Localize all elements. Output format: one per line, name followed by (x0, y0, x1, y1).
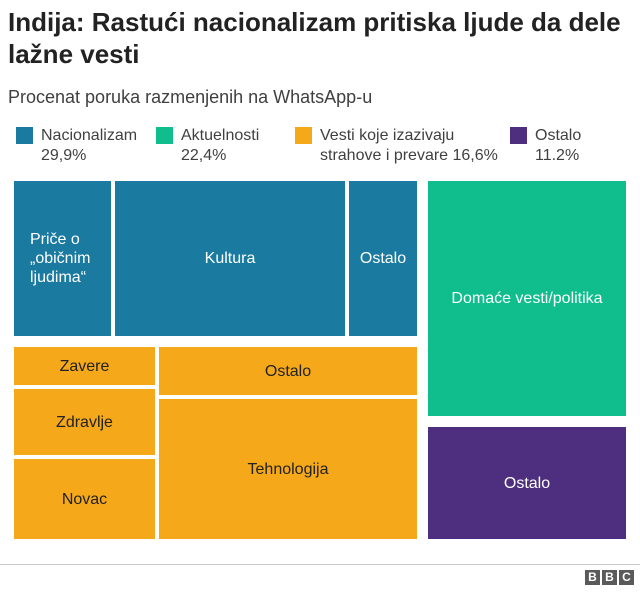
chart-title: Indija: Rastući nacionalizam pritiska lj… (8, 7, 621, 69)
legend-value: 22,4% (181, 147, 227, 164)
legend-swatch (510, 127, 527, 144)
treemap-tile-ostalo: Ostalo (349, 181, 417, 336)
footer-divider (0, 564, 640, 565)
treemap-tile-ostalo: Ostalo (428, 427, 626, 539)
treemap-tile-label: Priče o „običnim ljudima“ (30, 231, 91, 286)
legend-swatch (295, 127, 312, 144)
chart-subtitle: Procenat poruka razmenjenih na WhatsApp-… (8, 87, 373, 107)
treemap-tile-domace-vesti-politika: Domaće vesti/politika (428, 181, 626, 416)
treemap-tile-label: Zavere (59, 357, 110, 375)
treemap-tile-label: Ostalo (503, 474, 551, 492)
treemap-tile-kultura: Kultura (115, 181, 345, 336)
legend-swatch (16, 127, 33, 144)
treemap-tile-label: Domaće vesti/politika (451, 290, 603, 307)
treemap-tile-label: Tehnologija (247, 460, 329, 478)
treemap-tile-label: Kultura (204, 250, 256, 267)
legend-label: Ostalo (535, 127, 582, 144)
treemap-tile-label: Ostalo (359, 250, 407, 267)
legend-label: Aktuelnosti (181, 127, 260, 144)
bbc-logo: B B C (585, 570, 634, 585)
legend-label: Nacionalizam (41, 127, 138, 144)
bbc-logo-letter: B (602, 570, 617, 585)
legend-swatch (156, 127, 173, 144)
legend-value: 11.2% (535, 147, 580, 164)
legend-value: 29,9% (41, 147, 87, 164)
treemap-tile-ostalo: Ostalo (159, 347, 417, 395)
treemap-tile-price-o-obicnim-ljudima: Priče o „običnim ljudima“ (14, 181, 111, 336)
legend-value: strahove i prevare 16,6% (320, 147, 498, 164)
treemap-tile-label: Ostalo (264, 362, 312, 380)
legend-label: Vesti koje izazivaju (320, 127, 455, 144)
treemap-tile-label: Novac (61, 490, 108, 508)
treemap-tile-novac: Novac (14, 459, 155, 539)
treemap-tile-zdravlje: Zdravlje (14, 389, 155, 455)
bbc-logo-letter: C (619, 570, 634, 585)
treemap-tile-label: Zdravlje (56, 413, 113, 431)
bbc-logo-letter: B (585, 570, 600, 585)
treemap-tile-tehnologija: Tehnologija (159, 399, 417, 539)
treemap-tile-zavere: Zavere (14, 347, 155, 385)
